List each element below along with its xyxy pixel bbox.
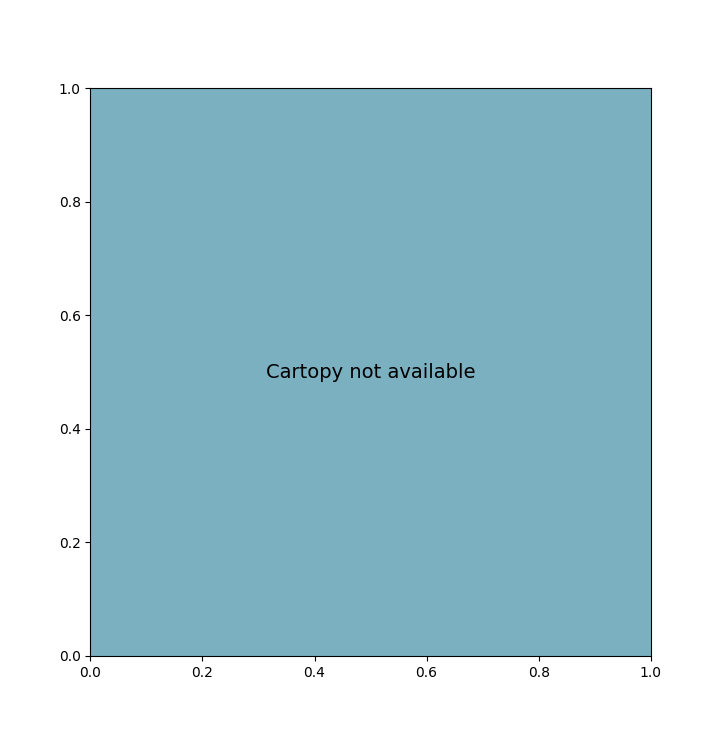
- Text: Cartopy not available: Cartopy not available: [266, 363, 475, 382]
